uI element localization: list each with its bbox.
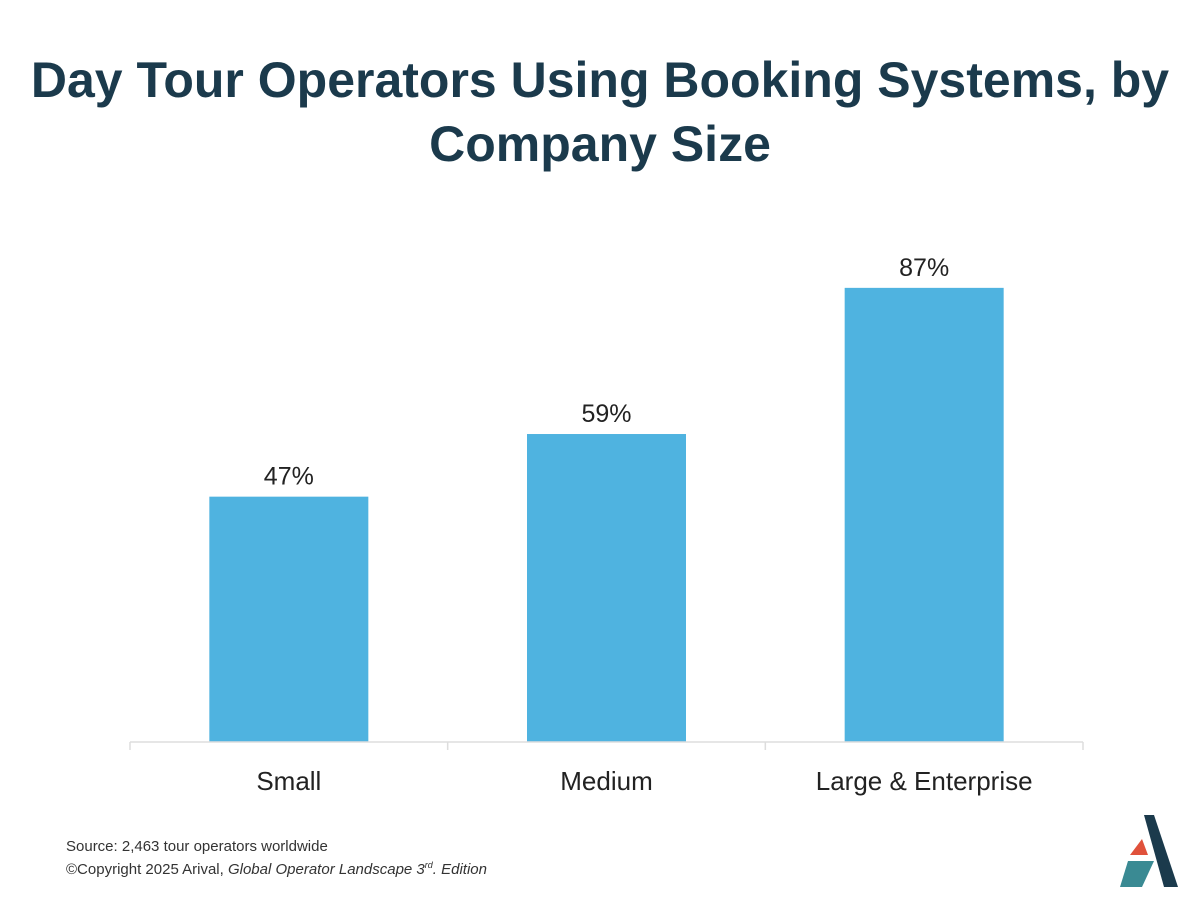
copyright-prefix: ©Copyright 2025 Arival, [66,861,228,878]
bar-2 [844,287,1004,742]
bar-1 [527,434,686,742]
publication-name: Global Operator Landscape 3 [227,861,425,878]
arival-logo [1120,815,1178,887]
source-note: Source: 2,463 tour operators worldwide [66,838,328,855]
category-label-2: Large & Enterprise [816,766,1033,796]
data-label-0: 47% [264,463,314,491]
logo-dark-stroke [1144,815,1178,887]
edition: . Edition [432,861,487,878]
chart-title: Day Tour Operators Using Booking Systems… [30,52,1170,172]
category-label-1: Medium [560,766,652,796]
logo-red-triangle [1130,839,1148,855]
category-label-0: Small [256,766,321,796]
bar-0 [209,496,369,742]
copyright-note: ©Copyright 2025 Arival, Global Operator … [66,860,487,878]
superscript: rd [424,860,433,870]
data-label-2: 87% [899,254,949,282]
bar-chart: 47% Small 59% Medium 87% Large & Enterprise [129,254,1084,796]
logo-teal-stroke [1120,861,1154,887]
data-label-1: 59% [581,400,631,428]
